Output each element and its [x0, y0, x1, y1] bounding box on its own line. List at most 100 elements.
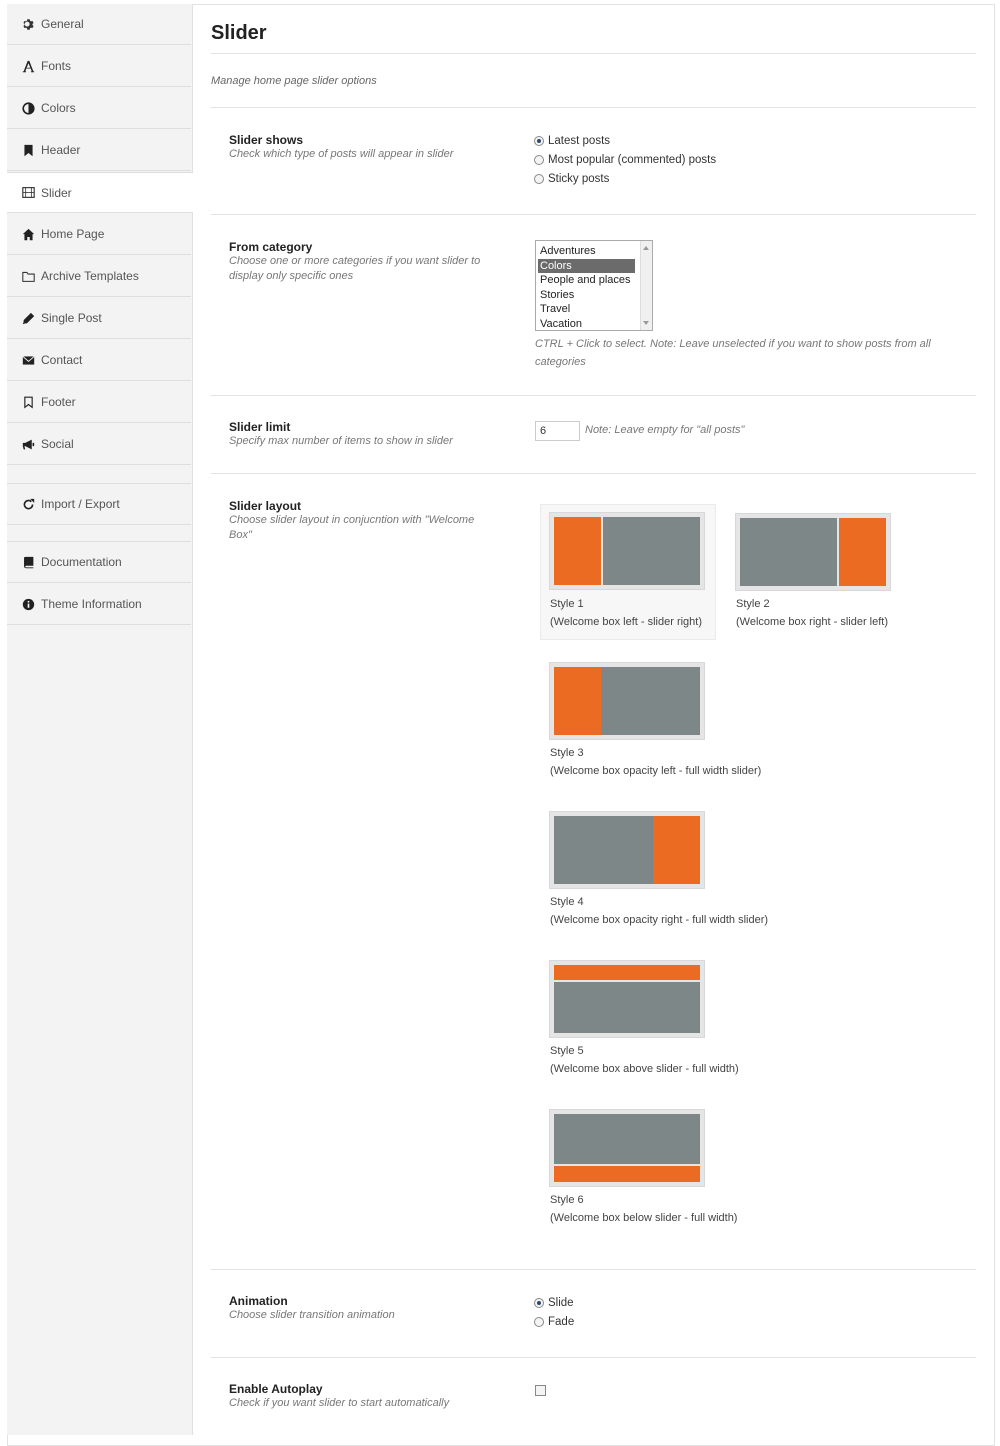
divider [211, 107, 976, 108]
radio-button[interactable] [534, 174, 544, 184]
radio-button[interactable] [534, 1298, 544, 1308]
category-multiselect[interactable]: Adventures Colors People and places Stor… [535, 240, 653, 331]
option-description: Check if you want slider to start automa… [229, 1397, 450, 1409]
sidebar-item-label: General [41, 17, 84, 31]
pencil-icon [21, 311, 35, 325]
sidebar-item-import-export[interactable]: Import / Export [7, 484, 191, 525]
envelope-icon [21, 353, 35, 367]
sidebar-item-label: Documentation [41, 555, 122, 569]
layout-style-6[interactable] [549, 1109, 705, 1187]
category-note: CTRL + Click to select. Note: Leave unse… [535, 338, 931, 368]
sidebar-item-single-post[interactable]: Single Post [7, 298, 191, 339]
layout-label: Style 6 (Welcome box below slider - full… [550, 1191, 737, 1227]
sidebar-item-label: Footer [41, 395, 76, 409]
layout-label: Style 5 (Welcome box above slider - full… [550, 1042, 739, 1078]
slider-limit-note: Note: Leave empty for "all posts" [585, 424, 745, 436]
sidebar-item-label: Slider [41, 185, 72, 200]
radio-slide[interactable]: Slide [534, 1297, 574, 1309]
refresh-icon [21, 497, 35, 511]
page-title: Slider [211, 22, 267, 44]
layout-thumbnail[interactable] [549, 512, 705, 590]
category-option[interactable]: People and places [540, 274, 631, 287]
sidebar-item-label: Home Page [41, 227, 105, 241]
sidebar-item-contact[interactable]: Contact [7, 340, 191, 381]
option-description: Choose one or more categories if you wan… [229, 255, 481, 282]
radio-label: Slide [548, 1297, 574, 1309]
sidebar-item-label: Theme Information [41, 597, 142, 611]
sidebar-item-theme-information[interactable]: Theme Information [7, 584, 191, 625]
layout-label: Style 1 (Welcome box left - slider right… [550, 595, 702, 631]
sidebar-item-social[interactable]: Social [7, 424, 191, 465]
sidebar-item-label: Archive Templates [41, 269, 139, 283]
bookmark-icon [21, 143, 35, 157]
option-description: Specify max number of items to show in s… [229, 435, 453, 447]
option-description: Check which type of posts will appear in… [229, 148, 454, 160]
radio-fade[interactable]: Fade [534, 1316, 574, 1328]
sidebar-item-archive-templates[interactable]: Archive Templates [7, 256, 191, 297]
sidebar-item-colors[interactable]: Colors [7, 88, 191, 129]
option-description: Choose slider transition animation [229, 1309, 395, 1321]
sidebar-item-general[interactable]: General [7, 4, 191, 45]
category-option-selected[interactable]: Colors [538, 258, 635, 274]
welcome-box-block [839, 518, 886, 586]
sidebar-item-slider[interactable]: Slider [7, 172, 193, 213]
autoplay-checkbox[interactable] [535, 1385, 546, 1396]
option-title: Enable Autoplay [229, 1382, 323, 1396]
sidebar-item-home-page[interactable]: Home Page [7, 214, 191, 255]
welcome-box-block [554, 517, 601, 585]
welcome-box-block [653, 816, 700, 884]
radio-latest-posts[interactable]: Latest posts [534, 135, 610, 147]
layout-style-name: Style 5 [550, 1045, 584, 1057]
sidebar-item-label: Single Post [41, 311, 102, 325]
layout-label: Style 3 (Welcome box opacity left - full… [550, 744, 761, 780]
radio-most-popular[interactable]: Most popular (commented) posts [534, 154, 716, 166]
sidebar-item-label: Social [41, 437, 74, 451]
scroll-down-icon[interactable] [643, 321, 649, 325]
layout-style-caption: (Welcome box opacity right - full width … [550, 914, 769, 926]
scrollbar[interactable] [640, 241, 652, 330]
option-description: Choose slider layout in conjucntion with… [229, 514, 475, 541]
sidebar-item-footer[interactable]: Footer [7, 382, 191, 423]
sidebar-item-label: Fonts [41, 59, 72, 73]
layout-style-2[interactable] [735, 513, 891, 591]
layout-style-caption: (Welcome box right - slider left) [736, 616, 889, 628]
slider-limit-input[interactable]: 6 [535, 421, 580, 441]
font-icon [21, 59, 35, 73]
category-option[interactable]: Vacation [540, 317, 582, 330]
divider [211, 214, 976, 215]
radio-label: Fade [548, 1316, 575, 1328]
radio-button[interactable] [534, 155, 544, 165]
film-icon [21, 186, 35, 200]
divider [211, 1269, 976, 1270]
layout-style-caption: (Welcome box left - slider right) [550, 616, 703, 628]
sidebar-item-header[interactable]: Header [7, 130, 191, 171]
category-option[interactable]: Adventures [540, 245, 596, 257]
scroll-up-icon[interactable] [643, 246, 649, 250]
sidebar-item-label: Colors [41, 101, 76, 115]
layout-style-name: Style 4 [550, 896, 584, 908]
sidebar-item-fonts[interactable]: Fonts [7, 46, 191, 87]
book-icon [21, 555, 35, 569]
gear-icon [21, 17, 35, 31]
slider-block [603, 517, 700, 585]
category-option[interactable]: Travel [540, 303, 571, 316]
info-icon [21, 597, 35, 611]
radio-button[interactable] [534, 1317, 544, 1327]
category-option[interactable]: Stories [540, 288, 575, 301]
radio-label: Sticky posts [548, 173, 610, 185]
option-title: Animation [229, 1294, 288, 1308]
radio-button[interactable] [534, 136, 544, 146]
option-title: From category [229, 240, 313, 254]
layout-style-3[interactable] [549, 662, 705, 740]
layout-style-name: Style 6 [550, 1194, 584, 1206]
layout-style-5[interactable] [549, 960, 705, 1038]
home-icon [21, 227, 35, 241]
sidebar-item-label: Contact [41, 353, 83, 367]
sidebar-item-documentation[interactable]: Documentation [7, 542, 191, 583]
sidebar-divider [7, 541, 191, 542]
slider-block [554, 1114, 700, 1164]
sidebar-item-label: Header [41, 143, 81, 157]
divider [211, 473, 976, 474]
layout-style-4[interactable] [549, 811, 705, 889]
radio-sticky-posts[interactable]: Sticky posts [534, 173, 609, 185]
